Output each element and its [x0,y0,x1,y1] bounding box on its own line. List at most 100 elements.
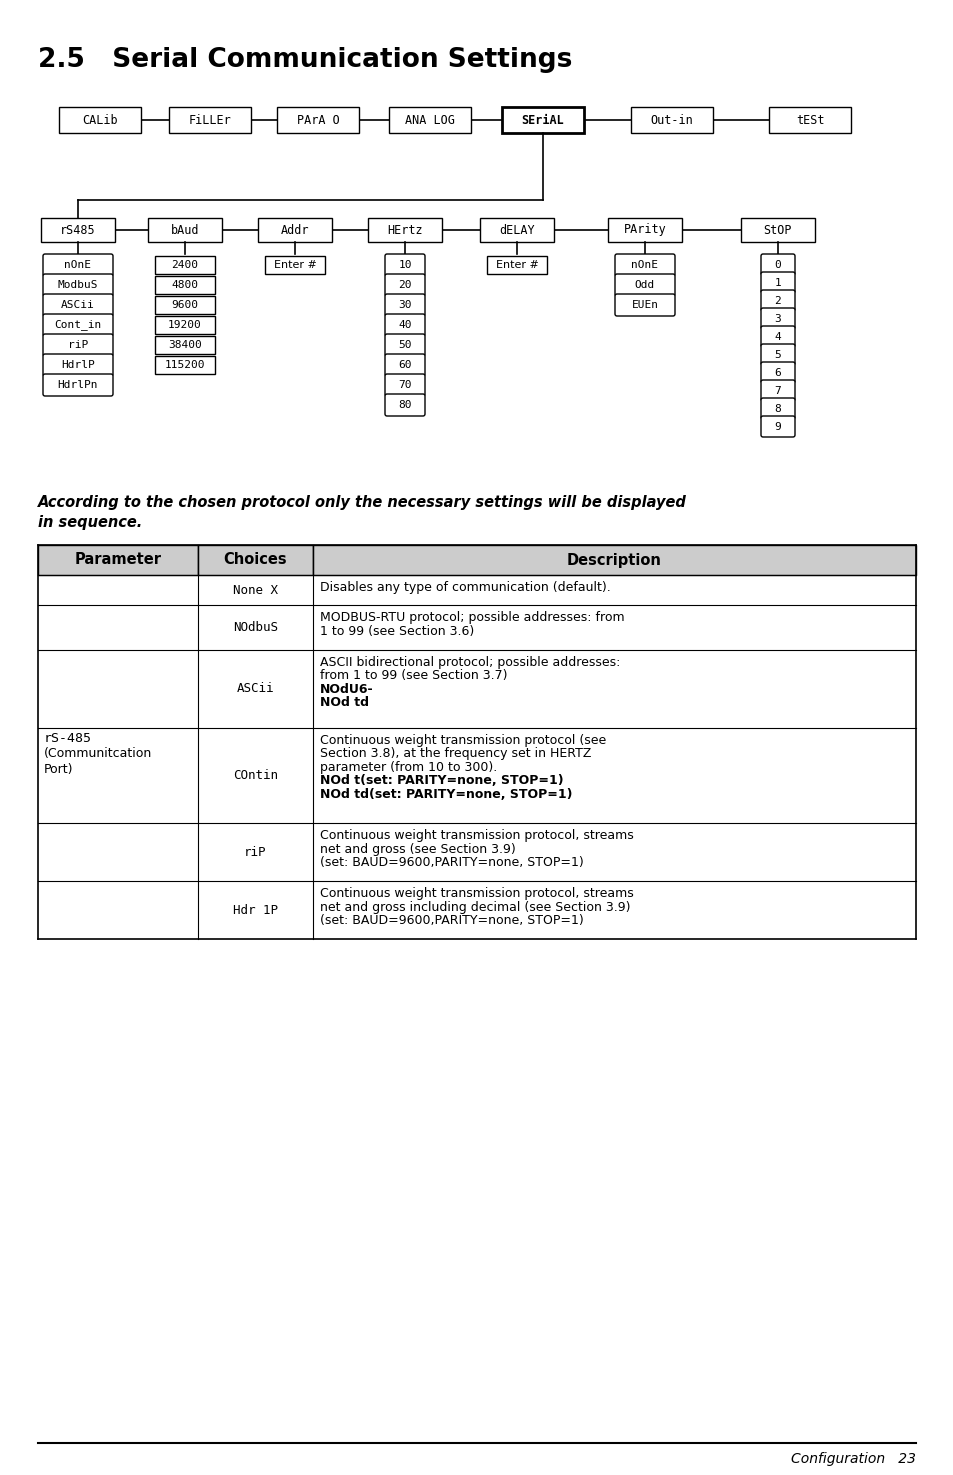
FancyBboxPatch shape [607,218,681,242]
Text: 50: 50 [397,341,412,350]
Text: dELAY: dELAY [498,224,535,236]
Text: 1 to 99 (see Section 3.6): 1 to 99 (see Section 3.6) [319,624,474,637]
Text: riP: riP [68,341,88,350]
FancyBboxPatch shape [385,375,424,395]
FancyBboxPatch shape [740,218,814,242]
Text: NOd td: NOd td [319,696,369,709]
Text: net and gross (see Section 3.9): net and gross (see Section 3.9) [319,842,516,855]
Text: According to the chosen protocol only the necessary settings will be displayed: According to the chosen protocol only th… [38,496,686,510]
Text: Continuous weight transmission protocol, streams: Continuous weight transmission protocol,… [319,829,633,842]
FancyBboxPatch shape [760,291,794,311]
FancyBboxPatch shape [760,326,794,347]
Text: Continuous weight transmission protocol, streams: Continuous weight transmission protocol,… [319,886,633,900]
Text: (Communitcation: (Communitcation [44,748,152,761]
FancyBboxPatch shape [59,108,141,133]
Text: COntin: COntin [233,768,277,782]
FancyBboxPatch shape [154,336,214,354]
FancyBboxPatch shape [615,254,675,276]
Text: (set: BAUD=9600,PARITY=none, STOP=1): (set: BAUD=9600,PARITY=none, STOP=1) [319,914,583,926]
FancyBboxPatch shape [276,108,358,133]
Text: tESt: tESt [795,114,823,127]
Text: 9: 9 [774,422,781,432]
FancyBboxPatch shape [486,257,546,274]
FancyBboxPatch shape [615,294,675,316]
FancyBboxPatch shape [43,314,112,336]
FancyBboxPatch shape [389,108,471,133]
FancyBboxPatch shape [148,218,222,242]
Text: 60: 60 [397,360,412,370]
Text: NOd td(set: PARITY=none, STOP=1): NOd td(set: PARITY=none, STOP=1) [319,788,572,801]
FancyBboxPatch shape [501,108,583,133]
FancyBboxPatch shape [43,254,112,276]
Text: from 1 to 99 (see Section 3.7): from 1 to 99 (see Section 3.7) [319,670,507,683]
Text: 10: 10 [397,260,412,270]
Text: PArA O: PArA O [296,114,339,127]
Text: 9600: 9600 [172,299,198,310]
Text: FiLLEr: FiLLEr [189,114,232,127]
Text: 4: 4 [774,332,781,342]
FancyBboxPatch shape [385,333,424,355]
FancyBboxPatch shape [368,218,441,242]
FancyBboxPatch shape [43,333,112,355]
Text: rS485: rS485 [60,224,95,236]
FancyBboxPatch shape [760,416,794,437]
FancyBboxPatch shape [768,108,850,133]
Text: net and gross including decimal (see Section 3.9): net and gross including decimal (see Sec… [319,901,630,913]
Text: 70: 70 [397,381,412,389]
FancyBboxPatch shape [760,308,794,329]
Text: Enter #: Enter # [274,260,316,270]
Text: ANA LOG: ANA LOG [405,114,455,127]
Text: Out-in: Out-in [650,114,693,127]
FancyBboxPatch shape [265,257,325,274]
FancyBboxPatch shape [630,108,712,133]
FancyBboxPatch shape [154,257,214,274]
Text: nOnE: nOnE [65,260,91,270]
Text: StOP: StOP [763,224,791,236]
FancyBboxPatch shape [760,361,794,384]
FancyBboxPatch shape [479,218,554,242]
Text: PArity: PArity [623,224,666,236]
FancyBboxPatch shape [43,354,112,376]
FancyBboxPatch shape [43,274,112,296]
FancyBboxPatch shape [43,375,112,395]
FancyBboxPatch shape [760,344,794,364]
Text: 38400: 38400 [168,341,202,350]
Text: HdrlP: HdrlP [61,360,94,370]
Text: Addr: Addr [280,224,309,236]
Text: MODBUS-RTU protocol; possible addresses: from: MODBUS-RTU protocol; possible addresses:… [319,611,624,624]
Bar [198,544,313,575]
Text: 40: 40 [397,320,412,330]
Text: riP: riP [244,845,267,858]
Bar [313,544,915,575]
FancyBboxPatch shape [760,398,794,419]
Text: (set: BAUD=9600,PARITY=none, STOP=1): (set: BAUD=9600,PARITY=none, STOP=1) [319,855,583,869]
Text: ModbuS: ModbuS [58,280,98,291]
Text: 80: 80 [397,400,412,410]
Text: NOd t(set: PARITY=none, STOP=1): NOd t(set: PARITY=none, STOP=1) [319,774,563,788]
FancyBboxPatch shape [154,276,214,294]
Text: in sequence.: in sequence. [38,515,142,530]
Text: 2400: 2400 [172,260,198,270]
Text: EUEn: EUEn [631,299,658,310]
Text: None X: None X [233,584,277,596]
Text: nOnE: nOnE [631,260,658,270]
Text: parameter (from 10 to 300).: parameter (from 10 to 300). [319,761,497,774]
Text: 1: 1 [774,277,781,288]
Text: 3: 3 [774,314,781,323]
Text: ASCII bidirectional protocol; possible addresses:: ASCII bidirectional protocol; possible a… [319,656,619,670]
Text: CALib: CALib [82,114,117,127]
Text: 2.5   Serial Communication Settings: 2.5 Serial Communication Settings [38,47,572,72]
FancyBboxPatch shape [41,218,115,242]
FancyBboxPatch shape [615,274,675,296]
Text: Port): Port) [44,763,73,776]
Text: Enter #: Enter # [495,260,537,270]
FancyBboxPatch shape [385,314,424,336]
FancyBboxPatch shape [760,381,794,401]
Text: Section 3.8), at the frequency set in HERTZ: Section 3.8), at the frequency set in HE… [319,748,591,761]
Text: Cont_in: Cont_in [54,320,102,330]
FancyBboxPatch shape [385,274,424,296]
FancyBboxPatch shape [385,354,424,376]
Text: 19200: 19200 [168,320,202,330]
Text: bAud: bAud [171,224,199,236]
Text: rS-485: rS-485 [44,733,91,745]
